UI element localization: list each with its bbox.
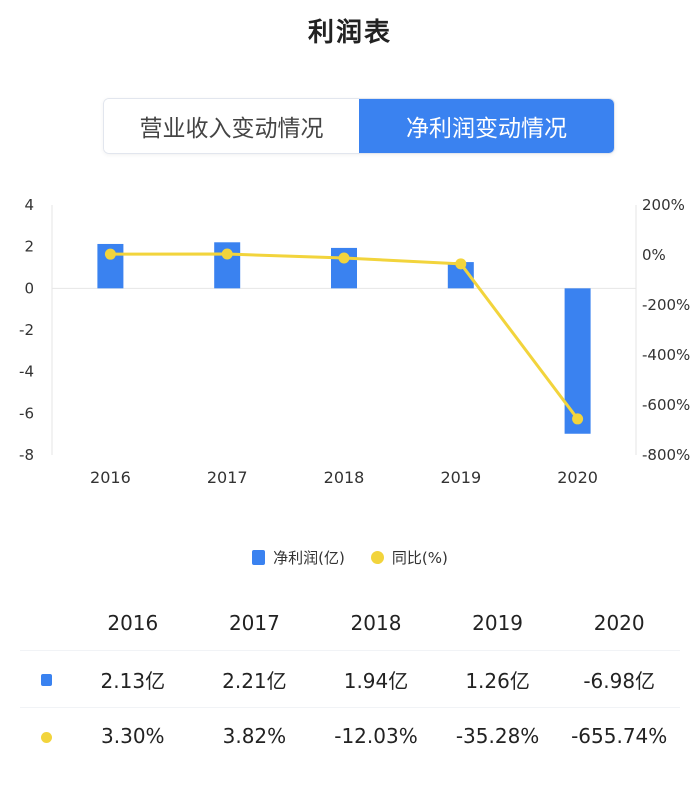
year-header: 2019	[472, 611, 524, 635]
tab-revenue-change[interactable]: 营业收入变动情况	[104, 99, 359, 153]
data-table: 2016 2017 2018 2019 2020 2.13亿 2.21亿 1.9…	[20, 596, 680, 764]
legend-item-yoy[interactable]: 同比(%)	[370, 547, 448, 568]
point-yoy	[338, 252, 350, 264]
y-right-tick-label: -400%	[642, 346, 690, 364]
yoy-dot-icon	[40, 732, 52, 743]
year-header: 2017	[228, 611, 280, 635]
chart-legend: 净利润(亿) 同比(%)	[0, 544, 700, 570]
year-header: 2018	[350, 611, 402, 635]
x-tick-label: 2018	[324, 468, 365, 487]
y-left-tick-label: 0	[24, 279, 34, 297]
page-header: 利润表	[0, 0, 700, 60]
table-row-yoy: 3.30% 3.82% -12.03% -35.28% -655.74%	[20, 707, 680, 764]
table-cell: 3.30%	[72, 707, 194, 764]
point-yoy	[572, 413, 584, 425]
net-profit-square-icon	[40, 674, 52, 686]
legend-label-net-profit: 净利润(亿)	[273, 548, 345, 567]
y-right-tick-label: 200%	[642, 196, 685, 214]
year-header: 2016	[107, 611, 159, 635]
page-title: 利润表	[307, 17, 392, 48]
point-yoy	[104, 248, 116, 260]
y-left-tick-label: -8	[19, 446, 34, 464]
y-left-tick-label: -6	[19, 404, 34, 422]
bar-net-profit	[564, 288, 591, 434]
table-cell: -12.03%	[315, 707, 437, 764]
table-cell: 1.26亿	[436, 650, 559, 708]
legend-swatch-dot	[370, 550, 384, 564]
table-cell: -6.98亿	[558, 650, 680, 708]
table-header-row: 2016 2017 2018 2019 2020	[20, 596, 680, 651]
y-left-tick-label: -2	[19, 321, 34, 339]
table-cell: 2.13亿	[72, 650, 194, 708]
legend-item-net-profit[interactable]: 净利润(亿)	[252, 547, 345, 568]
x-tick-label: 2016	[90, 468, 131, 487]
y-right-tick-label: -600%	[642, 396, 690, 414]
point-yoy	[455, 258, 467, 270]
legend-label-yoy: 同比(%)	[391, 548, 448, 567]
x-tick-label: 2017	[207, 468, 248, 487]
table-cell: -655.74%	[558, 707, 680, 764]
y-right-tick-label: 0%	[642, 246, 666, 264]
y-right-tick-label: -200%	[642, 296, 690, 314]
point-yoy	[221, 248, 233, 260]
table-row-net-profit: 2.13亿 2.21亿 1.94亿 1.26亿 -6.98亿	[20, 650, 680, 708]
table-cell: 3.82%	[193, 707, 316, 764]
tab-net-profit-change[interactable]: 净利润变动情况	[359, 99, 614, 153]
y-right-tick-label: -800%	[642, 446, 690, 464]
y-left-tick-label: 4	[24, 196, 34, 214]
y-left-tick-label: -4	[19, 363, 34, 381]
table-cell: 1.94亿	[315, 650, 437, 708]
combo-chart: 4 2 0 -2 -4 -6 -8 200% 0% -200% -400% -600% -800% 201…	[19, 196, 690, 487]
row-marker	[20, 707, 72, 764]
tab-bar: 营业收入变动情况 净利润变动情况	[103, 98, 615, 154]
legend-swatch-bar	[252, 549, 266, 565]
year-header: 2020	[593, 611, 645, 635]
y-left-tick-label: 2	[24, 238, 34, 256]
x-tick-label: 2019	[440, 468, 481, 487]
table-cell: -35.28%	[436, 707, 559, 764]
row-marker	[20, 650, 72, 708]
table-cell: 2.21亿	[193, 650, 316, 708]
x-tick-label: 2020	[557, 468, 598, 487]
table-corner	[20, 596, 72, 651]
